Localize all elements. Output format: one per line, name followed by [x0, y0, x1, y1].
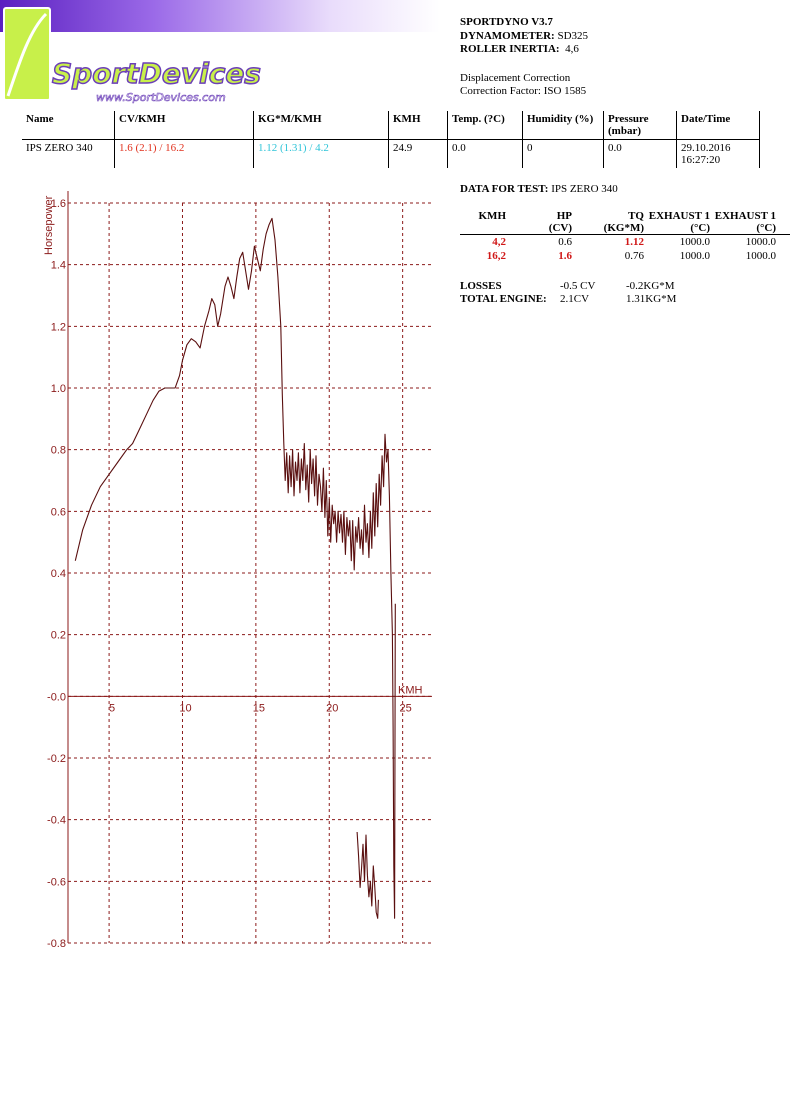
col-humidity-header: Humidity (%) [522, 111, 604, 140]
losses-block: LOSSES -0.5 CV -0.2KG*M TOTAL ENGINE: 2.1CV… [460, 280, 676, 306]
row-humidity: 0 [522, 139, 604, 168]
col-kgm-header: KG*M/KMH [253, 111, 389, 140]
res-u-kmh [460, 222, 508, 235]
summary-row: IPS ZERO 340 1.6 (2.1) / 16.2 1.12 (1.31… [22, 139, 760, 168]
results-row: 16,2 1.6 0.76 1000.0 1000.0 [460, 249, 790, 263]
horsepower-line [356, 831, 379, 919]
col-name-header: Name [22, 111, 115, 140]
res-h-exh2: EXHAUST 1 [714, 210, 776, 222]
y-tick-label: -0.6 [47, 876, 66, 888]
res-exh2: 1000.0 [745, 250, 776, 262]
y-tick-label: -0.8 [47, 938, 66, 950]
res-exh1: 1000.0 [679, 236, 710, 248]
y-tick-label: 0.8 [51, 445, 66, 457]
row-name: IPS ZERO 340 [22, 139, 115, 168]
y-tick-label: 0.2 [51, 630, 66, 642]
x-tick-label: 25 [400, 702, 412, 714]
res-u-hp: (CV) [508, 222, 574, 235]
res-u-exh1: (°C) [646, 222, 712, 235]
res-h-hp: HP [556, 210, 572, 222]
y-tick-label: -0.2 [47, 753, 66, 765]
col-datetime-header: Date/Time [676, 111, 760, 140]
res-tq: 1.12 [624, 236, 644, 248]
losses-cv: -0.5 CV [560, 280, 596, 292]
software-label: SPORTDYNO V3.7 [460, 16, 553, 28]
losses-label: LOSSES [460, 280, 502, 292]
row-datetime: 29.10.2016 16:27:20 [676, 139, 760, 168]
res-hp: 0.6 [558, 236, 572, 248]
y-axis-label: Horsepower [43, 195, 55, 255]
summary-header-row: Name CV/KMH KG*M/KMH KMH Temp. (?C) Humi… [22, 111, 760, 140]
y-tick-label: 1.6 [51, 198, 66, 210]
total-label: TOTAL ENGINE: [460, 293, 547, 305]
y-tick-label: -0.0 [47, 691, 66, 703]
correction-factor: Correction Factor: ISO 1585 [460, 85, 587, 97]
logo-text: SportDevices www.SportDevices.com [51, 56, 261, 104]
correction-title: Displacement Correction [460, 71, 571, 84]
res-hp: 1.6 [558, 250, 572, 262]
y-tick-label: 1.2 [51, 321, 66, 333]
x-tick-label: 15 [253, 702, 265, 714]
res-h-tq: TQ [628, 210, 644, 222]
col-kmh-header: KMH [388, 111, 448, 140]
res-u-exh2: (°C) [712, 222, 778, 235]
results-row: 4,2 0.6 1.12 1000.0 1000.0 [460, 235, 790, 250]
res-kmh: 4,2 [492, 236, 506, 248]
res-u-tq: (KG*M) [574, 222, 646, 235]
results-header-top: KMH HP TQ EXHAUST 1 EXHAUST 1 [460, 210, 790, 222]
col-pressure-header: Pressure (mbar) [603, 111, 677, 140]
inertia-value: 4,6 [565, 43, 579, 55]
svg-text:SportDevices: SportDevices [52, 57, 261, 90]
total-kgm: 1.31KG*M [626, 293, 677, 305]
test-title-label: DATA FOR TEST: [460, 183, 549, 195]
x-tick-label: 5 [109, 702, 115, 714]
res-h-kmh: KMH [478, 210, 507, 222]
row-kmh: 24.9 [388, 139, 448, 168]
inertia-label: ROLLER INERTIA: [460, 43, 560, 55]
sportdevices-logo: SportDevices www.SportDevices.com [0, 0, 440, 108]
results-header-bottom: (CV) (KG*M) (°C) (°C) [460, 222, 790, 235]
row-temp: 0.0 [447, 139, 523, 168]
res-exh2: 1000.0 [745, 236, 776, 248]
y-tick-label: 1.4 [51, 260, 66, 272]
x-tick-label: 20 [326, 702, 338, 714]
dyno-info: SPORTDYNO V3.7 DYNAMOMETER: SD325 ROLLER… [460, 16, 588, 99]
test-title-value: IPS ZERO 340 [551, 183, 618, 195]
x-axis-label: KMH [398, 684, 423, 696]
res-kmh: 16,2 [486, 250, 506, 262]
test-title: DATA FOR TEST: IPS ZERO 340 [460, 183, 618, 195]
col-temp-header: Temp. (?C) [447, 111, 523, 140]
y-tick-label: -0.4 [47, 815, 66, 827]
res-exh1: 1000.0 [679, 250, 710, 262]
horsepower-chart: -0.8 -0.6 -0.4 -0.2 -0.0 0.2 0.4 0.6 0.8 1.0 1.2 1.… [43, 191, 432, 950]
res-tq: 0.76 [624, 250, 644, 262]
svg-text:www.SportDevices.com: www.SportDevices.com [96, 91, 226, 104]
row-cv: 1.6 (2.1) / 16.2 [114, 139, 254, 168]
row-pressure: 0.0 [603, 139, 677, 168]
y-tick-label: 0.6 [51, 506, 66, 518]
x-tick-label: 10 [179, 702, 191, 714]
summary-table: Name CV/KMH KG*M/KMH KMH Temp. (?C) Humi… [22, 111, 760, 168]
res-h-exh1: EXHAUST 1 [648, 210, 710, 222]
y-tick-label: 1.0 [51, 383, 66, 395]
losses-kgm: -0.2KG*M [626, 280, 675, 292]
test-results-table: KMH HP TQ EXHAUST 1 EXHAUST 1 (CV) (KG*M… [460, 210, 790, 263]
col-cv-header: CV/KMH [114, 111, 254, 140]
y-tick-label: 0.4 [51, 568, 66, 580]
dyno-label: DYNAMOMETER: [460, 29, 555, 42]
row-kgm: 1.12 (1.31) / 4.2 [253, 139, 389, 168]
dyno-value: SD325 [557, 29, 589, 42]
total-cv: 2.1CV [560, 293, 590, 305]
horsepower-line [74, 217, 396, 919]
